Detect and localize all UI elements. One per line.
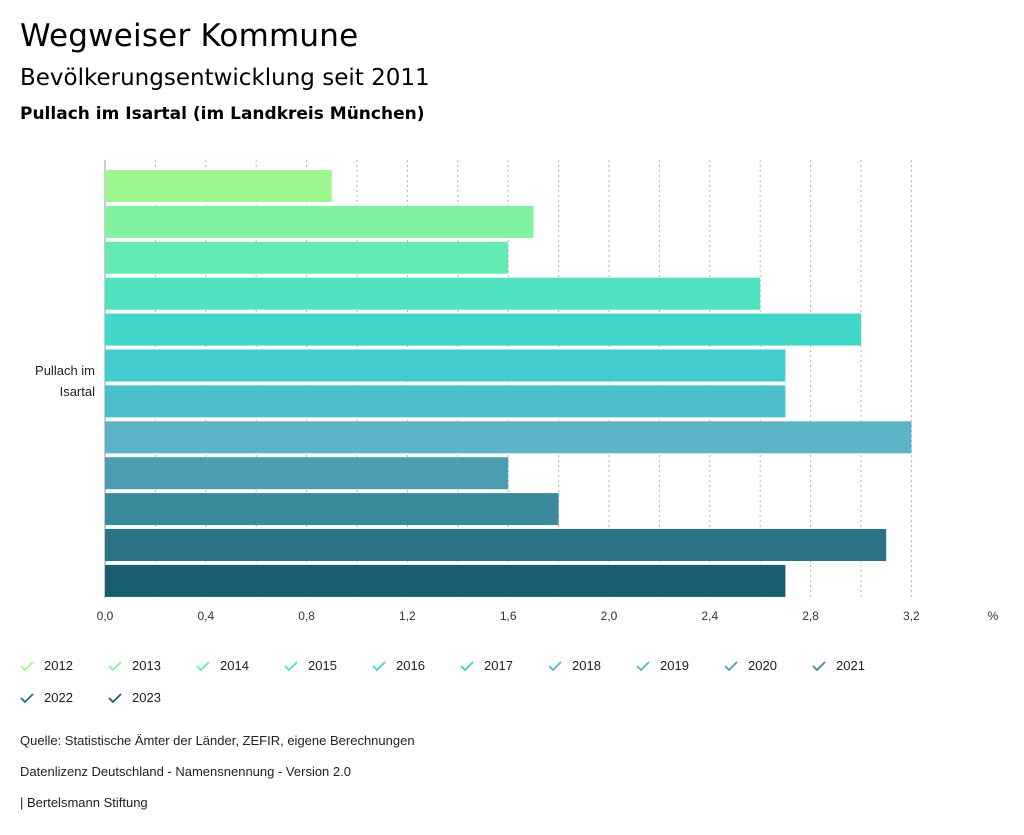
- legend-label: 2018: [572, 658, 601, 673]
- x-tick-label: 0,0: [97, 609, 114, 623]
- legend-item-2022[interactable]: 2022: [20, 690, 73, 705]
- x-tick-label: 0,4: [197, 609, 214, 623]
- bar-2022: [105, 529, 887, 561]
- x-unit-label: %: [988, 609, 999, 623]
- legend-label: 2020: [748, 658, 777, 673]
- checkmark-icon: [460, 660, 474, 671]
- x-tick-label: 2,8: [802, 609, 819, 623]
- source-note: Quelle: Statistische Ämter der Länder, Z…: [20, 733, 415, 748]
- x-tick-label: 2,4: [701, 609, 718, 623]
- checkmark-icon: [372, 660, 386, 671]
- legend-item-2019[interactable]: 2019: [636, 658, 689, 673]
- legend-item-2014[interactable]: 2014: [196, 658, 249, 673]
- checkmark-icon: [108, 692, 122, 703]
- legend-item-2021[interactable]: 2021: [812, 658, 865, 673]
- bar-chart: Pullach im Isartal 0,0 0,4 0,8 1,2 1,6 2,0 2,4 2,…: [35, 160, 999, 623]
- checkmark-icon: [284, 660, 298, 671]
- chart-subtitle: Bevölkerungsentwicklung seit 2011: [20, 65, 430, 91]
- legend-item-2015[interactable]: 2015: [284, 658, 337, 673]
- legend-item-2016[interactable]: 2016: [372, 658, 425, 673]
- legend-item-2020[interactable]: 2020: [724, 658, 777, 673]
- legend-label: 2015: [308, 658, 337, 673]
- bar-2012: [105, 170, 332, 202]
- legend-item-2023[interactable]: 2023: [108, 690, 161, 705]
- bar-2020: [105, 457, 509, 490]
- bar-2021: [105, 493, 559, 526]
- legend-label: 2016: [396, 658, 425, 673]
- legend-label: 2021: [836, 658, 865, 673]
- bar-2015: [105, 277, 761, 310]
- bar-2019: [105, 421, 912, 454]
- category-label: Pullach im: [35, 363, 95, 378]
- checkmark-icon: [20, 692, 34, 703]
- bar-2017: [105, 349, 786, 382]
- publisher-note: | Bertelsmann Stiftung: [20, 795, 148, 810]
- x-tick-label: 1,2: [399, 609, 416, 623]
- legend-label: 2014: [220, 658, 249, 673]
- legend-label: 2022: [44, 690, 73, 705]
- x-tick-label: 1,6: [500, 609, 517, 623]
- category-label: Isartal: [60, 384, 96, 399]
- checkmark-icon: [108, 660, 122, 671]
- checkmark-icon: [636, 660, 650, 671]
- legend-label: 2012: [44, 658, 73, 673]
- legend-item-2013[interactable]: 2013: [108, 658, 161, 673]
- x-tick-label: 0,8: [298, 609, 315, 623]
- legend-item-2017[interactable]: 2017: [460, 658, 513, 673]
- legend-label: 2013: [132, 658, 161, 673]
- legend-item-2018[interactable]: 2018: [548, 658, 601, 673]
- x-tick-label: 2,0: [601, 609, 618, 623]
- legend-label: 2019: [660, 658, 689, 673]
- checkmark-icon: [20, 660, 34, 671]
- bar-2018: [105, 385, 786, 418]
- x-tick-label: 3,2: [903, 609, 920, 623]
- legend-item-2012[interactable]: 2012: [20, 658, 73, 673]
- checkmark-icon: [812, 660, 826, 671]
- checkmark-icon: [724, 660, 738, 671]
- legend-label: 2023: [132, 690, 161, 705]
- region-label: Pullach im Isartal (im Landkreis München…: [20, 104, 425, 124]
- legend-label: 2017: [484, 658, 513, 673]
- bar-2016: [105, 313, 861, 346]
- checkmark-icon: [548, 660, 562, 671]
- license-note: Datenlizenz Deutschland - Namensnennung …: [20, 764, 351, 779]
- checkmark-icon: [196, 660, 210, 671]
- bar-2013: [105, 205, 534, 238]
- bar-2023: [105, 564, 786, 597]
- chart-title: Wegweiser Kommune: [20, 18, 359, 54]
- bar-2014: [105, 241, 509, 274]
